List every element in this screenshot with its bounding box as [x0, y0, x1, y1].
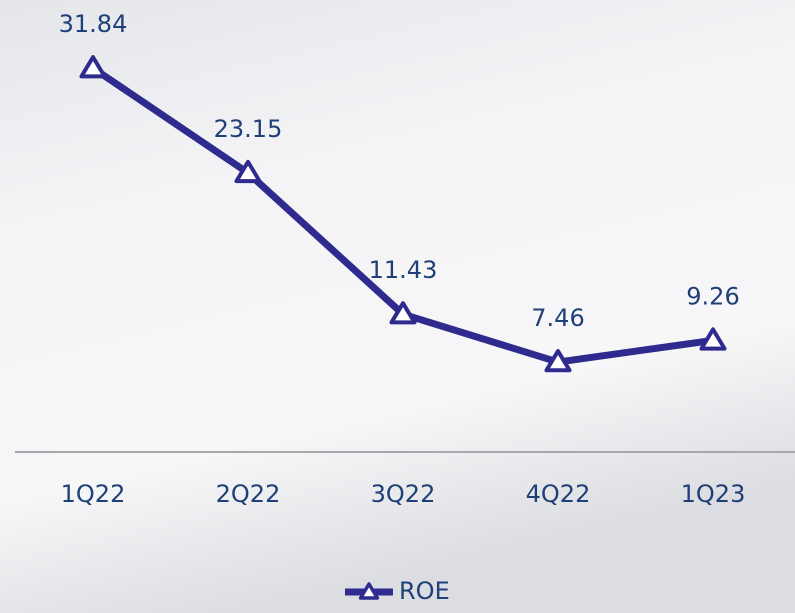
data-label: 31.84: [59, 10, 128, 38]
x-tick-label: 4Q22: [526, 480, 591, 508]
point-marker: [544, 349, 572, 373]
point-marker: [79, 55, 107, 79]
x-tick-label: 1Q23: [681, 480, 746, 508]
data-label: 9.26: [686, 282, 739, 310]
point-marker: [699, 327, 727, 351]
point-marker: [234, 159, 262, 184]
legend-marker: [358, 582, 380, 600]
x-tick-label: 2Q22: [216, 480, 281, 508]
data-label: 7.46: [531, 304, 584, 332]
x-tick-label: 1Q22: [61, 480, 126, 508]
data-label: 11.43: [369, 256, 438, 284]
legend-label: ROE: [399, 577, 450, 605]
data-label: 23.15: [214, 115, 283, 143]
x-tick-label: 3Q22: [371, 480, 436, 508]
point-marker: [389, 301, 417, 325]
